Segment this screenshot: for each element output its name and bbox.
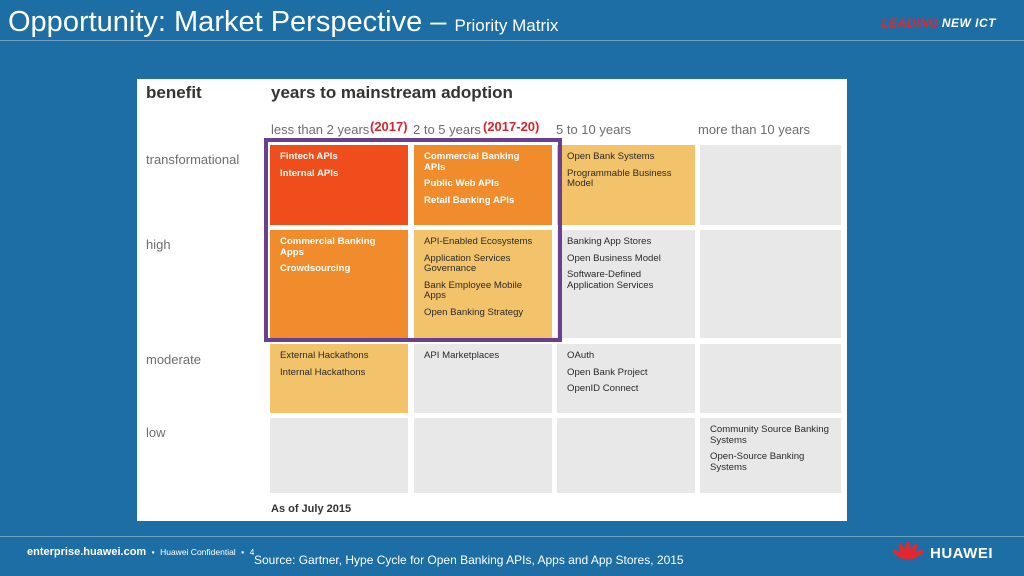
- matrix-item: API-Enabled Ecosystems: [424, 236, 533, 247]
- matrix-item: Internal Hackathons: [280, 366, 366, 378]
- footer-page-number: 4: [249, 547, 255, 557]
- matrix-item: Crowdsourcing: [280, 263, 351, 274]
- row-header-transformational: transformational: [146, 152, 240, 167]
- matrix-item: Commercial Banking APIs: [424, 151, 520, 173]
- matrix-item: Open Business Model: [567, 252, 661, 264]
- matrix-cell: Community Source Banking Systems Open-So…: [700, 418, 841, 493]
- brand-name: HUAWEI: [930, 544, 993, 562]
- footer-bullet: ▪: [238, 547, 247, 557]
- matrix-cell: External Hackathons Internal Hackathons: [270, 344, 408, 413]
- footer-site: enterprise.huawei.com: [27, 546, 147, 558]
- matrix-item: Open Banking Strategy: [424, 306, 524, 318]
- matrix-cell-empty: [270, 418, 408, 493]
- matrix-item: Application Services Governance: [424, 252, 511, 274]
- matrix-item: Open Bank Systems: [567, 151, 655, 162]
- matrix-item: Bank Employee Mobile Apps: [424, 279, 523, 301]
- brand: HUAWEI: [892, 541, 993, 565]
- column-header-lt2: less than 2 years: [271, 122, 370, 137]
- matrix-cell: Banking App Stores Open Business Model S…: [557, 230, 695, 338]
- slide-title: Opportunity: Market Perspective – Priori…: [8, 4, 558, 44]
- matrix-cell-empty: [700, 145, 841, 225]
- matrix-item: OAuth: [567, 350, 595, 361]
- column-header-2to5: 2 to 5 years: [413, 122, 481, 137]
- matrix-item: External Hackathons: [280, 350, 369, 361]
- column-header-gt10: more than 10 years: [698, 122, 811, 137]
- matrix-item: Community Source Banking Systems: [710, 424, 829, 446]
- huawei-petal-logo-icon: [892, 541, 924, 560]
- matrix-item: Public Web APIs: [424, 178, 500, 189]
- benefit-header: benefit: [146, 83, 202, 102]
- matrix-cell: Fintech APIs Internal APIs: [270, 145, 408, 225]
- row-header-low: low: [146, 425, 166, 440]
- matrix-item: Open Bank Project: [567, 366, 648, 378]
- footer-confidential: Huawei Confidential: [160, 547, 236, 557]
- row-header-high: high: [146, 237, 171, 252]
- matrix-item: Banking App Stores: [567, 236, 652, 247]
- title-divider: [0, 40, 1024, 41]
- matrix-cell-empty: [700, 230, 841, 338]
- matrix-item: Commercial Banking Apps: [280, 236, 376, 258]
- year-tag-2017-20: (2017-20): [483, 119, 540, 134]
- matrix-cell-empty: [414, 418, 552, 493]
- source-note: Source: Gartner, Hype Cycle for Open Ban…: [254, 553, 684, 567]
- matrix-cell: API Marketplaces: [414, 344, 552, 413]
- matrix-item: Internal APIs: [280, 167, 339, 179]
- year-tag-2017: (2017): [370, 119, 408, 134]
- matrix-cell: Commercial Banking APIs Public Web APIs …: [414, 145, 552, 225]
- tagline-new-ict: NEW ICT: [941, 16, 996, 30]
- footer-info: enterprise.huawei.com ▪ Huawei Confident…: [27, 546, 254, 558]
- matrix-cell-empty: [557, 418, 695, 493]
- tagline: LEADING NEW ICT: [881, 16, 996, 30]
- matrix-cell: Open Bank Systems Programmable Business …: [557, 145, 695, 225]
- adoption-header: years to mainstream adoption: [271, 83, 513, 102]
- row-header-moderate: moderate: [146, 352, 201, 367]
- column-header-5to10: 5 to 10 years: [556, 122, 632, 137]
- matrix-item: API Marketplaces: [424, 350, 500, 361]
- priority-highlight-box: [264, 138, 562, 342]
- matrix-cell: API-Enabled Ecosystems Application Servi…: [414, 230, 552, 338]
- matrix-item: Software-Defined Application Services: [567, 269, 654, 291]
- matrix-item: Programmable Business Model: [567, 167, 672, 189]
- matrix-cell: Commercial Banking Apps Crowdsourcing: [270, 230, 408, 338]
- matrix-item: OpenID Connect: [567, 383, 639, 394]
- matrix-item: Retail Banking APIs: [424, 194, 515, 206]
- matrix-cell: OAuth Open Bank Project OpenID Connect: [557, 344, 695, 413]
- matrix-item: Fintech APIs: [280, 151, 338, 162]
- footer-divider: [0, 536, 1024, 537]
- priority-matrix: benefit years to mainstream adoption les…: [137, 79, 847, 521]
- tagline-leading: LEADING: [881, 16, 939, 30]
- slide-title-sub: Priority Matrix: [454, 16, 559, 35]
- matrix-item: Open-Source Banking Systems: [710, 451, 805, 473]
- matrix-cell-empty: [700, 344, 841, 413]
- footer-bullet: ▪: [149, 547, 158, 557]
- slide-title-main: Opportunity: Market Perspective –: [8, 6, 455, 38]
- as-of-date: As of July 2015: [271, 503, 352, 515]
